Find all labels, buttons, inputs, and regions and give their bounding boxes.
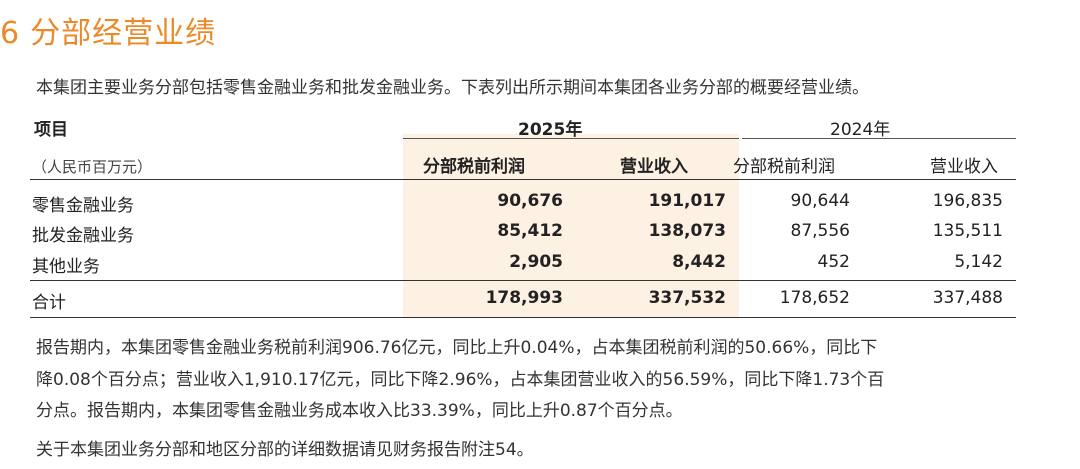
revenue-2024: 196,835 (932, 191, 1003, 211)
profit-2024: 87,556 (790, 221, 850, 241)
unit-note: （人民币百万元） (32, 158, 153, 176)
total-rule (30, 280, 1016, 281)
year-2024-underline (742, 138, 1016, 139)
footnote: 关于本集团业务分部和地区分部的详细数据请见财务报告附注54。 (36, 440, 534, 460)
profit-2025: 85,412 (497, 221, 563, 241)
profit-2025: 90,676 (497, 191, 563, 211)
revenue-2025: 191,017 (648, 191, 726, 211)
revenue-2024: 5,142 (954, 252, 1003, 272)
paragraph-line-1: 报告期内，本集团零售金融业务税前利润906.76亿元，同比上升0.04%，占本集… (36, 338, 878, 358)
profit-2024: 90,644 (790, 191, 850, 211)
row-label: 其他业务 (32, 257, 100, 277)
total-profit-2024: 178,652 (779, 288, 850, 308)
paragraph-line-2: 降0.08个百分点；营业收入1,910.17亿元，同比下降2.96%，占本集团营… (36, 370, 885, 390)
item-header: 项目 (34, 120, 68, 140)
total-profit-2025: 178,993 (485, 288, 563, 308)
total-label: 合计 (32, 293, 66, 313)
intro-text: 本集团主要业务分部包括零售金融业务和批发金融业务。下表列出所示期间本集团各业务分… (36, 78, 869, 98)
row-label: 零售金融业务 (32, 196, 134, 216)
paragraph-line-3: 分点。报告期内，本集团零售金融业务成本收入比33.39%，同比上升0.87个百分… (36, 401, 683, 421)
row-label: 批发金融业务 (32, 226, 134, 246)
highlight-2025-column (403, 134, 739, 318)
col-profit-2024: 分部税前利润 (733, 157, 835, 177)
section-title: 6 分部经营业绩 (0, 8, 216, 52)
section-number: 6 (0, 16, 21, 51)
bottom-rule (30, 317, 1016, 318)
segment-results-table: 项目 2025年 2024年 （人民币百万元） 分部税前利润 营业收入 分部税前… (30, 112, 1016, 318)
total-revenue-2025: 337,532 (648, 288, 726, 308)
profit-2024: 452 (817, 252, 850, 272)
total-revenue-2024: 337,488 (932, 288, 1003, 308)
col-revenue-2024: 营业收入 (930, 157, 998, 177)
profit-2025: 2,905 (509, 252, 563, 272)
col-profit-2025: 分部税前利润 (423, 157, 525, 177)
section-title-text: 分部经营业绩 (30, 16, 217, 51)
header-rule (30, 179, 1016, 180)
revenue-2024: 135,511 (932, 221, 1003, 241)
year-2024-header: 2024年 (830, 120, 891, 140)
revenue-2025: 138,073 (648, 221, 726, 241)
col-revenue-2025: 营业收入 (620, 157, 688, 177)
year-2025-header: 2025年 (518, 120, 583, 140)
year-2025-underline (403, 138, 739, 139)
revenue-2025: 8,442 (672, 252, 726, 272)
